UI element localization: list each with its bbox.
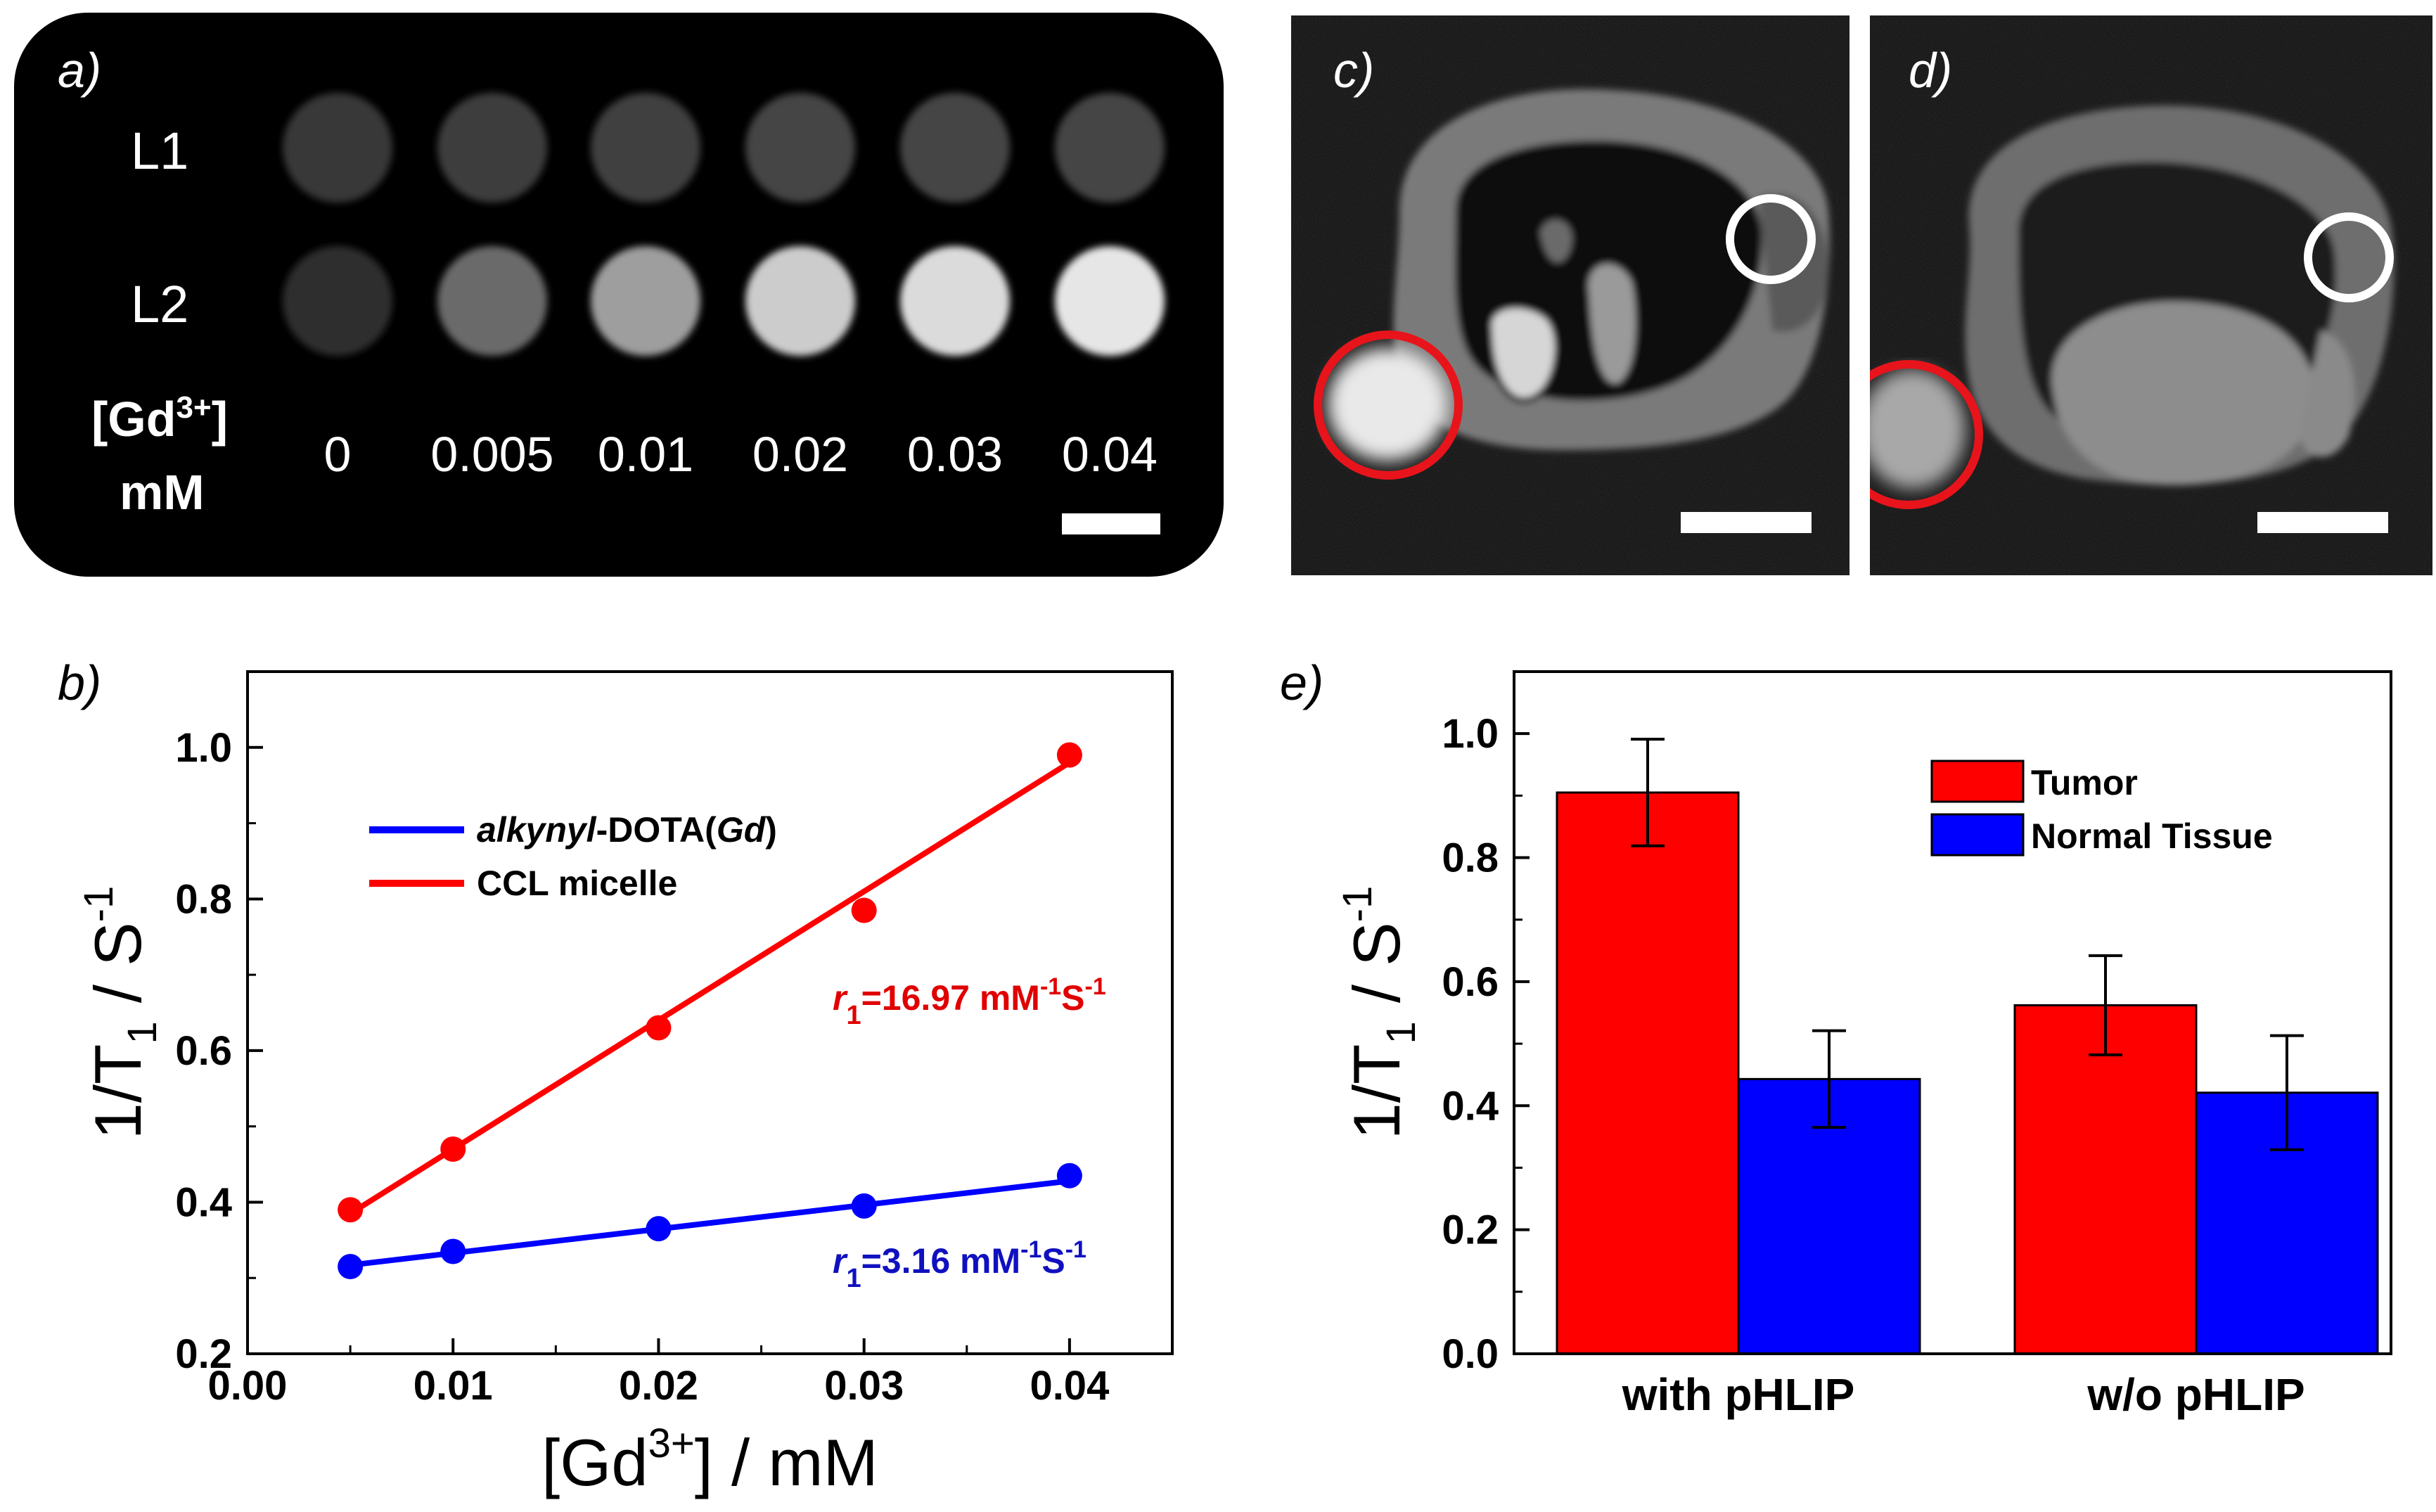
phantom-l2-0 — [283, 246, 392, 356]
concentration-label-0: 0 — [324, 427, 352, 482]
e-ytick-label-3: 0.6 — [1442, 959, 1499, 1005]
phantom-l1-4 — [900, 93, 1010, 203]
row-label-l1: L1 — [131, 122, 188, 180]
scale-bar-d — [2257, 512, 2388, 533]
b-fit-line-0 — [350, 1178, 1070, 1268]
e-ytick-label-0: 0.0 — [1442, 1331, 1499, 1377]
panel-b-plot-frame — [246, 670, 1174, 1355]
b-xtick-label-4: 0.04 — [1030, 1363, 1109, 1409]
mri-slice-c — [1393, 89, 1830, 450]
phantom-array — [283, 93, 1165, 356]
e-ytick-label-5: 1.0 — [1442, 711, 1499, 757]
tumor-roi-c — [1314, 331, 1463, 480]
b-ytick-label-1: 0.4 — [175, 1179, 232, 1225]
e-bar-0-0 — [1556, 791, 1740, 1355]
legend-swatch-tumor — [1930, 760, 2025, 803]
panel-e-label: e) — [1280, 655, 1323, 710]
legend-label-dota: alkynyl-DOTA(Gd) — [477, 810, 777, 850]
legend-swatch-normal — [1930, 813, 2025, 857]
tumor-c — [1328, 348, 1447, 461]
b-point-0-2 — [646, 1216, 672, 1242]
concentration-label-2: 0.01 — [598, 427, 693, 482]
legend-label-ccl: CCL micelle — [477, 864, 677, 903]
panel-b-ticks: 0.00 0.01 0.02 0.03 0.04 0.2 0.4 0.6 0.8 1.0 — [175, 670, 1109, 1409]
panel-d: d) — [1870, 15, 2432, 575]
gd-header-line1: [Gd3+] — [91, 390, 228, 447]
panel-e-y-axis-title: 1/T1 / S-1 — [1335, 886, 1424, 1140]
e-category-label-1: w/o pHLIP — [2086, 1369, 2304, 1420]
panel-e-legend: Tumor Normal Tissue — [1930, 760, 2273, 857]
concentration-label-3: 0.02 — [752, 427, 848, 482]
annotation-r1-dota: r1=3.16 mM-1S-1 — [833, 1236, 1086, 1293]
b-point-0-4 — [1056, 1162, 1082, 1189]
e-bar-0-1 — [2013, 1004, 2198, 1355]
b-point-1-4 — [1056, 742, 1082, 768]
phantom-l2-4 — [900, 246, 1010, 356]
tumor-roi-d — [1870, 360, 1983, 509]
b-xtick-label-0: 0.00 — [208, 1363, 288, 1409]
phantom-l2-3 — [745, 246, 855, 356]
phantom-l2-2 — [591, 246, 700, 356]
b-point-0-3 — [851, 1193, 877, 1219]
e-ytick-label-4: 0.8 — [1442, 835, 1499, 881]
phantom-l2-1 — [437, 246, 547, 356]
concentration-label-1: 0.005 — [430, 427, 553, 482]
panel-a: a) L1 L2 [Gd3+] mM 0 0.005 0.01 0.02 0.03 0.0… — [14, 13, 1224, 577]
panel-e-plot-frame — [1513, 670, 2392, 1355]
panel-e-ticks: 0.0 0.2 0.4 0.6 0.8 1.0 with pHLIP w/o pHLIP — [1442, 670, 2305, 1420]
e-ytick-label-1: 0.2 — [1442, 1207, 1499, 1253]
phantom-l1-1 — [437, 93, 547, 203]
panel-b-legend: alkynyl-DOTA(Gd) CCL micelle — [369, 810, 777, 903]
panel-b-marks — [338, 742, 1082, 1280]
legend-label-normal: Normal Tissue — [2031, 816, 2273, 856]
panel-b-x-axis-title: [Gd3+] / mM — [541, 1421, 878, 1499]
panel-b-label: b) — [58, 655, 101, 710]
b-ytick-label-2: 0.6 — [175, 1028, 232, 1074]
panel-c-label: c) — [1333, 43, 1374, 98]
gd-header-line2: mM — [120, 465, 205, 520]
e-category-label-0: with pHLIP — [1622, 1369, 1855, 1420]
b-point-0-1 — [440, 1238, 466, 1264]
b-ytick-label-3: 0.8 — [175, 876, 232, 922]
scale-bar-c — [1681, 512, 1812, 533]
panel-b-chart: b) 0.00 0.01 0.02 0.03 0.04 0.2 0.4 0.6 0.8 1.0 [… — [58, 655, 1174, 1499]
phantom-l1-0 — [283, 93, 392, 203]
panel-e-bars — [1556, 738, 2379, 1355]
scale-bar-a — [1062, 513, 1160, 534]
normal-roi-c — [1726, 194, 1816, 284]
tumor-d — [1870, 369, 1966, 489]
panel-c: c) — [1291, 15, 1850, 575]
b-fit-line-1 — [348, 760, 1072, 1217]
annotation-r1-ccl: r1=16.97 mM-1S-1 — [833, 973, 1106, 1030]
b-ytick-label-4: 1.0 — [175, 725, 232, 771]
legend-label-tumor: Tumor — [2031, 763, 2138, 802]
b-point-1-1 — [440, 1136, 466, 1162]
panel-b-y-axis-title: 1/T1 / S-1 — [76, 886, 165, 1140]
b-ytick-label-0: 0.2 — [175, 1331, 232, 1377]
phantom-l1-3 — [745, 93, 855, 203]
concentration-labels: 0 0.005 0.01 0.02 0.03 0.04 — [324, 427, 1158, 482]
concentration-label-4: 0.03 — [907, 427, 1003, 482]
b-xtick-label-2: 0.02 — [619, 1363, 698, 1409]
phantom-l2-5 — [1055, 246, 1165, 356]
phantom-l1-5 — [1055, 93, 1165, 203]
e-ytick-label-2: 0.4 — [1442, 1083, 1499, 1129]
normal-roi-d — [2304, 212, 2394, 302]
row-label-l2: L2 — [131, 275, 188, 333]
b-point-1-2 — [646, 1015, 672, 1041]
b-point-0-0 — [338, 1254, 364, 1280]
panel-d-label: d) — [1909, 43, 1952, 98]
b-point-1-0 — [338, 1197, 364, 1223]
b-point-1-3 — [851, 897, 877, 923]
panel-e-chart: e) 0.0 0.2 0.4 0.6 0.8 1.0 with pHLIP w/o pHLIP… — [1280, 655, 2392, 1420]
concentration-label-5: 0.04 — [1062, 427, 1158, 482]
panel-a-label: a) — [58, 43, 101, 98]
b-xtick-label-3: 0.03 — [824, 1363, 904, 1409]
phantom-l1-2 — [591, 93, 700, 203]
b-xtick-label-1: 0.01 — [414, 1363, 493, 1409]
mri-slice-d — [1965, 105, 2395, 485]
